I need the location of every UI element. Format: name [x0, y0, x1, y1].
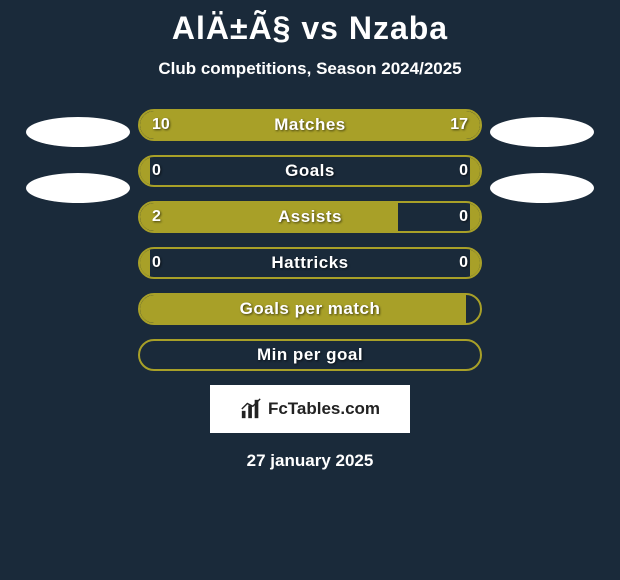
stat-label: Matches	[274, 115, 346, 135]
player-left-club-placeholder	[26, 173, 130, 203]
stat-value-left: 0	[152, 162, 161, 180]
right-player-col	[482, 109, 602, 203]
stat-label: Goals per match	[240, 299, 381, 319]
comparison-card: AlÄ±Ã§ vs Nzaba Club competitions, Seaso…	[0, 0, 620, 471]
page-subtitle: Club competitions, Season 2024/2025	[158, 59, 461, 79]
page-title: AlÄ±Ã§ vs Nzaba	[172, 10, 448, 47]
stat-label: Hattricks	[271, 253, 348, 273]
stat-bar-right	[470, 203, 480, 231]
watermark-text: FcTables.com	[268, 399, 380, 419]
stat-value-right: 0	[459, 254, 468, 272]
watermark-inner: FcTables.com	[240, 398, 380, 420]
player-left-avatar-placeholder	[26, 117, 130, 147]
player-right-avatar-placeholder	[490, 117, 594, 147]
stat-label: Assists	[278, 207, 342, 227]
stat-row: Goals per match	[138, 293, 482, 325]
stat-bar-left	[140, 249, 150, 277]
stat-bar-left	[140, 157, 150, 185]
stat-row: Hattricks 0 0	[138, 247, 482, 279]
stat-bar-right	[470, 157, 480, 185]
stat-bar-left	[140, 203, 398, 231]
stat-row: Assists 2 0	[138, 201, 482, 233]
bar-chart-icon	[240, 398, 262, 420]
chart-area: Matches1017Goals00Assists20Hattricks00Go…	[0, 109, 620, 371]
stat-value-left: 0	[152, 254, 161, 272]
stat-row: Min per goal	[138, 339, 482, 371]
stats-bars: Matches1017Goals00Assists20Hattricks00Go…	[138, 109, 482, 371]
stat-value-left: 10	[152, 116, 170, 134]
stat-value-right: 0	[459, 162, 468, 180]
stat-value-right: 17	[450, 116, 468, 134]
stat-bar-right	[470, 249, 480, 277]
stat-row: Matches 10 17	[138, 109, 482, 141]
stat-row: Goals 0 0	[138, 155, 482, 187]
stat-value-right: 0	[459, 208, 468, 226]
stat-label: Min per goal	[257, 345, 363, 365]
stat-label: Goals	[285, 161, 335, 181]
stat-value-left: 2	[152, 208, 161, 226]
left-player-col	[18, 109, 138, 203]
watermark: FcTables.com	[210, 385, 410, 433]
date-line: 27 january 2025	[247, 451, 374, 471]
player-right-club-placeholder	[490, 173, 594, 203]
